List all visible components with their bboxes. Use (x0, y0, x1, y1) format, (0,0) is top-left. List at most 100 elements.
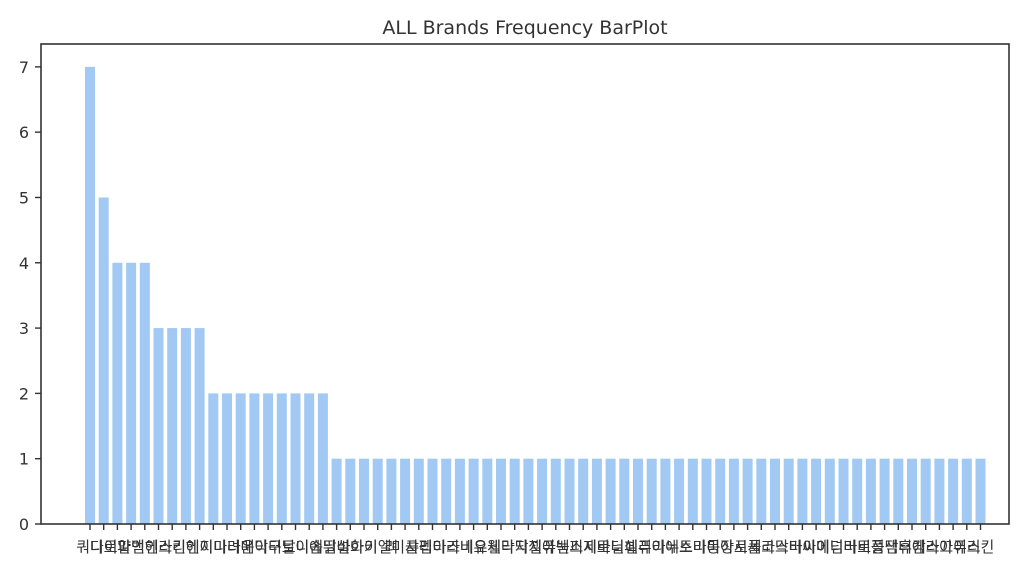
bar (263, 393, 274, 524)
x-tick-label: 바이 (789, 538, 817, 556)
bar (687, 458, 698, 524)
x-tick-label: 아이 (939, 538, 967, 556)
bar (345, 458, 356, 524)
y-axis: 0 1 2 3 4 5 6 7 (19, 58, 41, 534)
bar (153, 328, 164, 524)
bar (948, 458, 959, 524)
bar (824, 458, 835, 524)
y-tick-label: 3 (19, 319, 29, 338)
x-tick-label: 려 (384, 538, 398, 556)
x-tick-label: 싸이 (802, 538, 830, 556)
bar (372, 458, 383, 524)
bar (413, 458, 424, 524)
x-tick-label: 라네 (446, 538, 474, 556)
bar (893, 458, 904, 524)
x-tick-label: 에스 (912, 538, 940, 556)
bar (509, 458, 520, 524)
bar (523, 458, 534, 524)
bar (728, 458, 739, 524)
bar (359, 458, 369, 524)
x-tick-label: 더페 (610, 538, 638, 556)
bar (591, 458, 602, 524)
x-tick-label: 휴캄 (898, 538, 926, 556)
x-tick-label: 비플 (857, 538, 885, 556)
bar (454, 458, 465, 524)
x-tick-label: 이니 (199, 538, 227, 556)
x-tick-label: 아이 (350, 538, 378, 556)
x-tick-label: 헤라 (145, 538, 173, 556)
x-tick-label: 스킨 (967, 538, 995, 556)
y-tick-label: 0 (19, 515, 29, 534)
bar (715, 458, 726, 524)
x-tick-label: 마녀 (213, 538, 241, 556)
x-tick-label: 닥지 (515, 538, 543, 556)
bar (742, 458, 753, 524)
x-tick-label: 파인 (117, 538, 145, 556)
x-tick-label: 다이 (90, 538, 118, 556)
bar (701, 458, 712, 524)
x-tick-label: 웰라 (487, 538, 515, 556)
bar (194, 328, 205, 524)
x-tick-label: 스킨 (158, 538, 186, 556)
x-tick-label: 미샤 (391, 538, 419, 556)
x-tick-label: 구달 (268, 538, 296, 556)
bar (770, 458, 780, 524)
x-tick-label: 눅스 (556, 538, 584, 556)
bar (920, 458, 931, 524)
bar (276, 393, 287, 524)
x-tick-label: 미장 (706, 538, 734, 556)
bar (441, 458, 452, 524)
bar (496, 458, 506, 524)
bar (633, 458, 643, 524)
bar (961, 458, 972, 524)
y-tick-label: 5 (19, 188, 29, 207)
x-tick-label: 제로 (583, 538, 611, 556)
bar (331, 458, 342, 524)
bar (619, 458, 630, 524)
bars-group (85, 66, 986, 525)
x-tick-label: 설화 (336, 538, 364, 556)
bar (934, 458, 945, 524)
bar (605, 458, 616, 524)
x-tick-label: 로얄 (104, 538, 132, 556)
x-tick-label: 퓨리 (638, 538, 666, 556)
bar (427, 458, 438, 524)
x-tick-label: 비오 (460, 538, 488, 556)
x-tick-label: 쿼디 (76, 538, 104, 556)
x-tick-label: 폴라 (747, 538, 775, 556)
bar (975, 458, 986, 524)
bar (208, 393, 219, 524)
x-tick-label: 닥터 (775, 538, 803, 556)
bar (879, 458, 890, 524)
bar (112, 262, 123, 524)
x-tick-label: 토니 (282, 538, 310, 556)
bar (550, 458, 561, 524)
bar (838, 458, 849, 524)
y-tick-label: 6 (19, 123, 29, 142)
bar (646, 458, 657, 524)
x-tick-label: 시세 (734, 538, 762, 556)
x-tick-label: 에뛰 (309, 538, 337, 556)
bar (564, 458, 575, 524)
plot-frame (40, 43, 1010, 525)
bar (85, 66, 95, 525)
x-tick-label: 넘버 (830, 538, 858, 556)
x-tick-label: 라로 (843, 538, 871, 556)
bar (468, 458, 479, 524)
y-tick-label: 2 (19, 384, 29, 403)
bar (290, 393, 301, 524)
x-tick-label: 피지 (569, 538, 597, 556)
bar (852, 458, 863, 524)
y-tick-label: 7 (19, 58, 29, 77)
bar (660, 458, 671, 524)
bar (400, 458, 411, 524)
bar (537, 458, 548, 524)
bar (222, 393, 232, 524)
bar (578, 458, 589, 524)
bar (304, 393, 315, 524)
bar (811, 458, 822, 524)
bar (756, 458, 767, 524)
bar (482, 458, 493, 524)
x-tick-label: 토리 (679, 538, 707, 556)
